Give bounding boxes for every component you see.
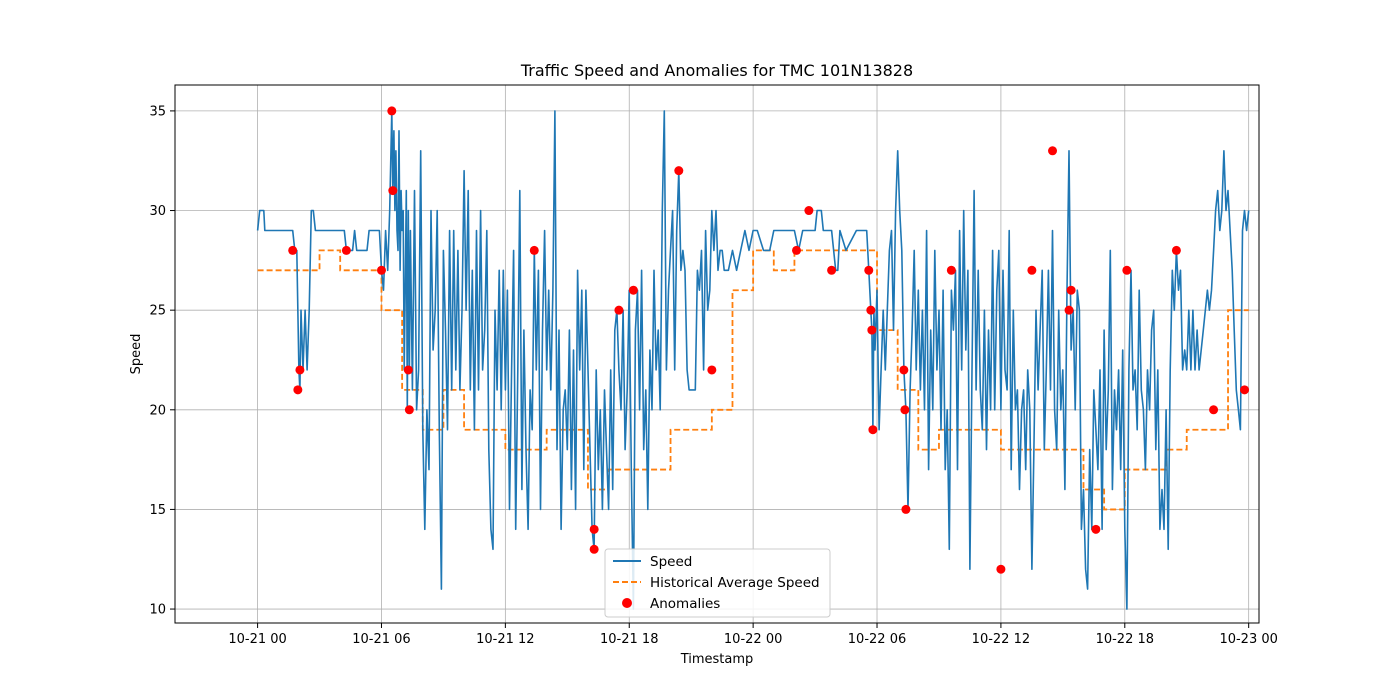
anomaly-point xyxy=(341,245,351,255)
legend-speed-label: Speed xyxy=(650,554,692,570)
plot-area-frame xyxy=(174,84,1260,624)
anomaly-point xyxy=(376,265,386,275)
y-tick-label: 35 xyxy=(149,104,166,119)
x-tick-label: 10-21 12 xyxy=(476,632,534,647)
legend-box xyxy=(604,548,831,618)
x-tick-label: 10-21 00 xyxy=(228,632,286,647)
speed-series xyxy=(256,110,1250,610)
anomaly-point xyxy=(901,504,911,514)
anomaly-point xyxy=(1091,524,1101,534)
anomaly-point xyxy=(1064,305,1074,315)
anomaly-point xyxy=(1240,385,1250,395)
x-axis-ticks: 10-21 00 10-21 06 10-21 12 10-21 18 10-22 00… xyxy=(228,623,1278,647)
y-tick-label: 30 xyxy=(149,204,166,219)
anomaly-point xyxy=(804,206,814,216)
anomaly-point xyxy=(529,245,539,255)
x-tick-label: 10-21 06 xyxy=(352,632,410,647)
anomaly-point xyxy=(1209,405,1219,415)
anomaly-point xyxy=(674,166,684,176)
x-tick-label: 10-23 00 xyxy=(1219,632,1277,647)
y-tick-label: 10 xyxy=(149,603,166,618)
anomaly-point xyxy=(791,245,801,255)
y-axis-ticks: 10 15 20 25 30 35 xyxy=(149,104,175,618)
anomaly-point xyxy=(1171,245,1181,255)
anomaly-point xyxy=(866,305,876,315)
anomaly-point xyxy=(404,405,414,415)
grid xyxy=(175,85,1259,623)
anomaly-point xyxy=(1048,146,1058,156)
x-tick-label: 10-21 18 xyxy=(600,632,658,647)
y-tick-label: 15 xyxy=(149,503,166,518)
y-axis-label: Speed xyxy=(129,334,144,375)
anomaly-point xyxy=(900,405,910,415)
anomaly-point xyxy=(628,285,638,295)
legend-historical-label: Historical Average Speed xyxy=(650,575,820,591)
anomaly-point xyxy=(1066,285,1076,295)
anomaly-point xyxy=(899,365,909,375)
anomaly-point xyxy=(387,106,397,116)
x-axis-label: Timestamp xyxy=(680,652,754,667)
x-tick-label: 10-22 06 xyxy=(848,632,906,647)
anomaly-point xyxy=(614,305,624,315)
anomaly-point xyxy=(388,186,398,196)
anomaly-point xyxy=(288,245,298,255)
anomaly-point xyxy=(1122,265,1132,275)
anomaly-point xyxy=(996,564,1006,574)
anomaly-point xyxy=(589,524,599,534)
x-tick-label: 10-22 12 xyxy=(972,632,1030,647)
y-tick-label: 25 xyxy=(149,304,166,319)
x-tick-label: 10-22 18 xyxy=(1096,632,1154,647)
legend-anomalies-label: Anomalies xyxy=(650,596,720,612)
chart-title: Traffic Speed and Anomalies for TMC 101N… xyxy=(520,61,913,80)
anomaly-point xyxy=(867,325,877,335)
anomaly-point xyxy=(293,385,303,395)
anomaly-point xyxy=(403,365,413,375)
anomaly-point xyxy=(946,265,956,275)
anomaly-point xyxy=(589,544,599,554)
legend-anomalies-swatch xyxy=(622,598,632,608)
x-tick-label: 10-22 00 xyxy=(724,632,782,647)
anomalies-series xyxy=(288,106,1250,574)
anomaly-point xyxy=(868,425,878,435)
anomaly-point xyxy=(1027,265,1037,275)
anomaly-point xyxy=(864,265,874,275)
legend: Speed Historical Average Speed Anomalies xyxy=(604,548,831,618)
anomaly-point xyxy=(827,265,837,275)
y-tick-label: 20 xyxy=(149,403,166,418)
anomaly-point xyxy=(295,365,305,375)
speed-line xyxy=(256,110,1250,610)
anomaly-point xyxy=(707,365,717,375)
